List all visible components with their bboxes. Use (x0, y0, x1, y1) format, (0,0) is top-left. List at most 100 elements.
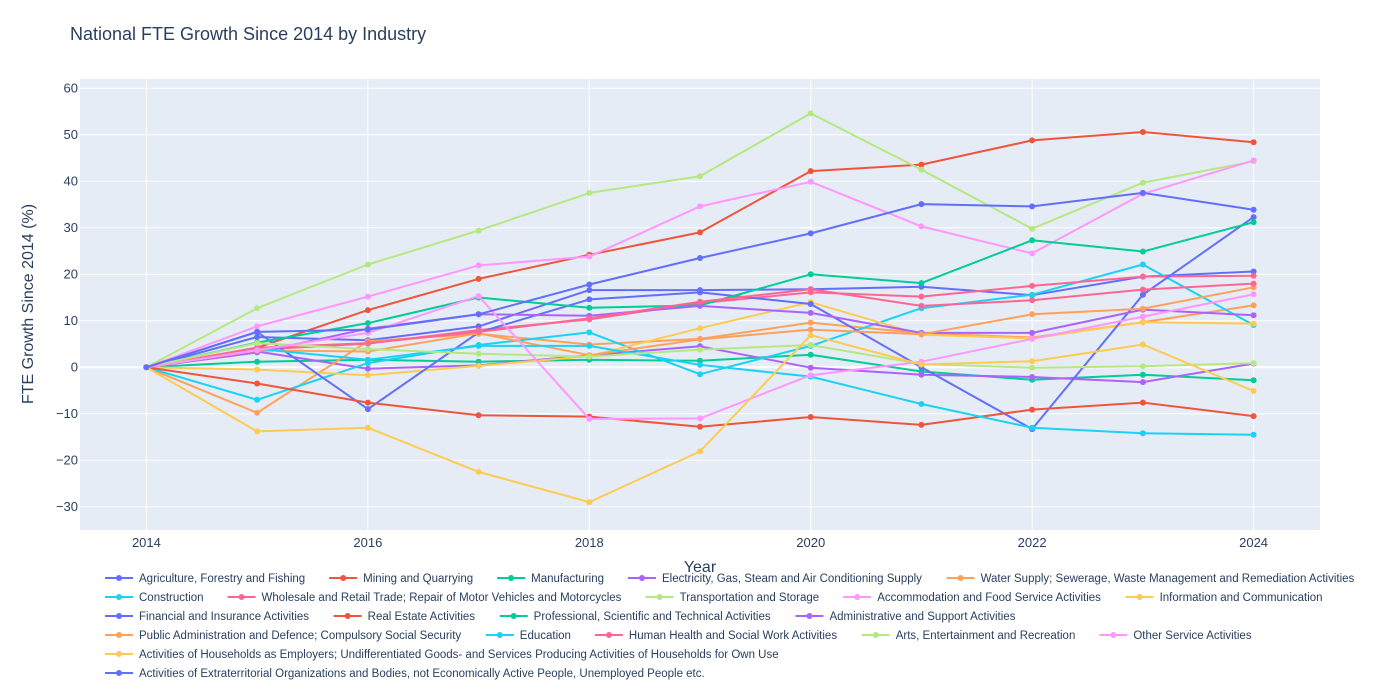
data-point (1250, 377, 1257, 384)
data-point (254, 323, 261, 330)
legend-swatch-marker (638, 575, 645, 581)
data-point (1029, 364, 1036, 371)
series (143, 110, 1257, 371)
data-point (807, 319, 814, 326)
legend-item: Water Supply; Sewerage, Waste Management… (946, 573, 1355, 585)
data-point (1250, 388, 1257, 394)
y-tick-label: 0 (71, 359, 78, 374)
legend-label: Activities of Extraterritorial Organizat… (139, 668, 705, 680)
data-point (1029, 311, 1036, 318)
legend-label: Real Estate Activities (368, 611, 476, 623)
data-point (918, 302, 925, 309)
legend-label: Information and Communication (1160, 592, 1323, 604)
legend-item: Professional, Scientific and Technical A… (499, 611, 771, 623)
series (143, 189, 1257, 371)
legend-swatch-marker (605, 632, 612, 638)
legend-swatch-marker (116, 632, 122, 638)
data-point (1139, 371, 1146, 378)
legend-swatch-marker (116, 613, 122, 619)
data-point (697, 298, 703, 305)
data-point (586, 304, 593, 311)
legend-item: Wholesale and Retail Trade; Repair of Mo… (227, 592, 622, 604)
data-point (1029, 358, 1036, 365)
data-point (254, 328, 261, 335)
legend-swatch-marker (872, 632, 879, 638)
data-point (1250, 302, 1257, 309)
legend-label: Agriculture, Forestry and Fishing (139, 573, 305, 585)
data-point (1250, 280, 1257, 287)
data-point (918, 201, 925, 208)
grid-lines (80, 79, 1320, 530)
data-point (807, 414, 814, 420)
data-point (254, 409, 261, 416)
legend-swatch-marker (508, 575, 515, 581)
data-point (475, 412, 482, 419)
data-point (697, 325, 703, 332)
legend-label: Financial and Insurance Activities (139, 611, 309, 623)
x-tick-label: 2022 (1018, 535, 1047, 550)
data-point (364, 424, 371, 431)
data-point (1250, 272, 1257, 279)
legend-label: Accommodation and Food Service Activitie… (877, 592, 1101, 604)
legend-item: Construction (105, 592, 204, 604)
x-tick-label: 2020 (796, 535, 825, 550)
data-point (697, 203, 703, 210)
data-point (1139, 273, 1146, 280)
data-point (1029, 250, 1036, 257)
x-tick-label: 2018 (575, 535, 604, 550)
x-tick-label: 2016 (353, 535, 382, 550)
data-point (475, 293, 482, 300)
chart-title: National FTE Growth Since 2014 by Indust… (70, 24, 426, 44)
y-tick-label: 30 (64, 220, 78, 235)
data-point (1139, 379, 1146, 386)
y-tick-label: 50 (64, 127, 78, 142)
y-tick-label: 60 (64, 80, 78, 95)
data-point (364, 307, 371, 314)
data-point (807, 301, 814, 307)
data-point (1139, 261, 1146, 268)
data-point (697, 255, 703, 261)
data-point (807, 110, 814, 117)
data-point (254, 396, 261, 403)
legend-swatch-marker (238, 594, 245, 600)
data-point (697, 173, 703, 180)
data-point (254, 305, 261, 312)
data-point (254, 366, 261, 373)
x-axis-title: Year (684, 559, 717, 576)
data-point (364, 293, 371, 300)
y-tick-label: 20 (64, 266, 78, 281)
legend-item: Human Health and Social Work Activities (594, 630, 837, 642)
data-point (918, 421, 925, 428)
data-point (364, 399, 371, 406)
legend-label: Mining and Quarrying (363, 573, 473, 585)
data-point (475, 262, 482, 269)
legend-label: Water Supply; Sewerage, Waste Management… (981, 573, 1355, 585)
data-point (697, 415, 703, 422)
legend-label: Other Service Activities (1133, 630, 1251, 642)
data-point (1139, 430, 1146, 437)
data-point (697, 423, 703, 430)
legend-swatch-marker (116, 575, 122, 581)
data-point (1029, 406, 1036, 413)
data-point (1250, 206, 1257, 213)
data-point (1250, 291, 1257, 298)
legend-item: Real Estate Activities (333, 611, 476, 623)
data-point (254, 334, 261, 340)
y-tick-label: −20 (56, 452, 78, 467)
data-point (1029, 282, 1036, 289)
data-point (1250, 413, 1257, 420)
data-point (1029, 297, 1036, 304)
data-point (1139, 313, 1146, 320)
data-point (697, 229, 703, 236)
data-point (807, 286, 814, 293)
data-point (1029, 237, 1036, 244)
y-tick-label: −10 (56, 406, 78, 421)
data-point (1139, 399, 1146, 406)
legend-label: Professional, Scientific and Technical A… (534, 611, 771, 623)
data-point (475, 311, 482, 318)
data-point (475, 275, 482, 282)
data-point (364, 326, 371, 333)
data-point (1139, 341, 1146, 348)
data-point (1029, 203, 1036, 210)
